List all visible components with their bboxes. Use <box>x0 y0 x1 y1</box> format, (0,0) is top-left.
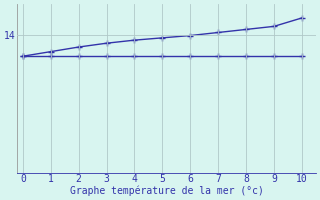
X-axis label: Graphe température de la mer (°c): Graphe température de la mer (°c) <box>70 185 263 196</box>
